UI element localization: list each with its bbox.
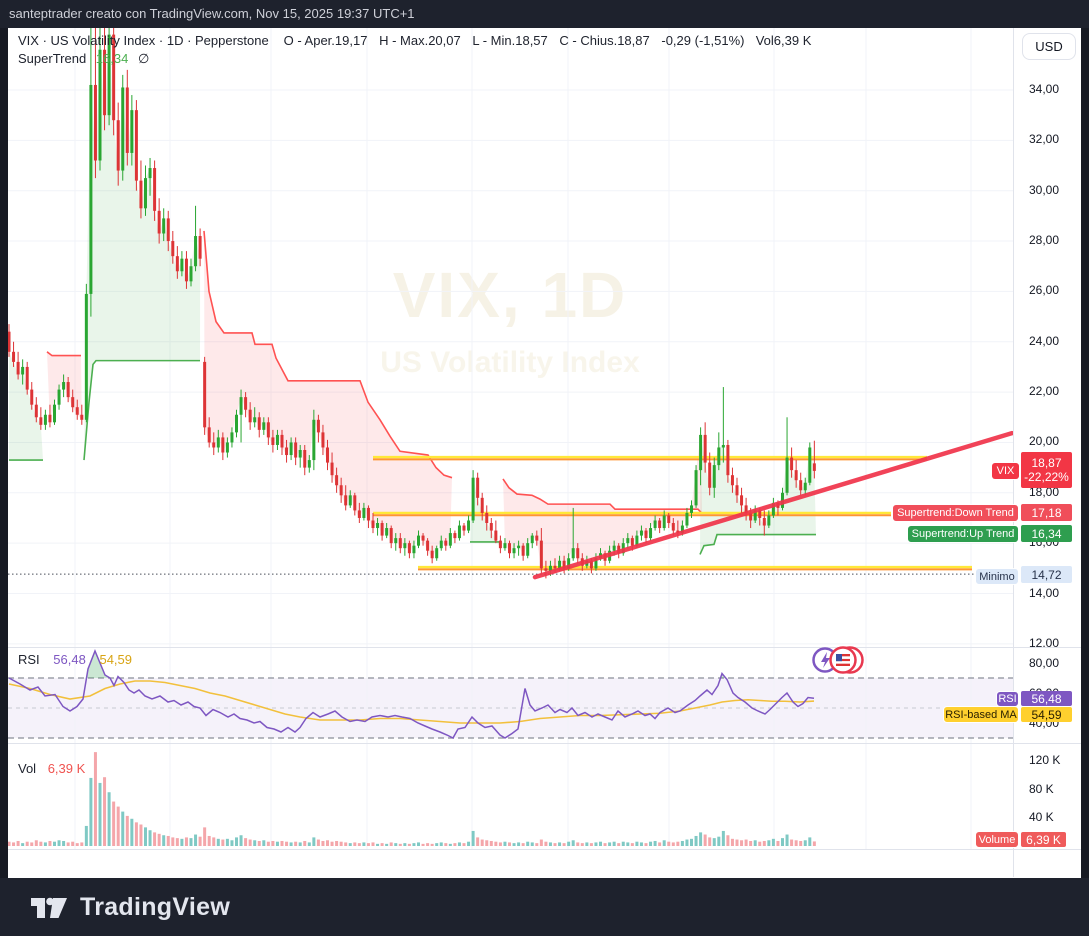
rsi-legend[interactable]: RSI 56,48 54,59 [18, 652, 132, 667]
supertrend-value: 16,34 [95, 51, 129, 66]
price-axis-label: 30,00 [1029, 182, 1060, 197]
price-axis-label: 24,00 [1029, 333, 1060, 348]
tradingview-logo-icon [31, 897, 67, 918]
supertrend-up-label: Supertrend:Up Trend [908, 526, 1018, 542]
ohlc-close-label: C - Chius. [559, 33, 618, 48]
price-axis-label: 22,00 [1029, 384, 1060, 399]
volume-value: 6,39 K [773, 33, 812, 48]
currency-label: USD [1035, 39, 1063, 54]
volume-axis-label: 120 K [1029, 753, 1061, 767]
vix-series-label: VIX [992, 463, 1019, 479]
rsi-pane[interactable] [8, 647, 1013, 743]
supertrend-down-label: Supertrend:Down Trend [893, 505, 1018, 521]
minimo-label: Minimo [976, 569, 1018, 584]
volume-label: Vol [755, 33, 774, 48]
rsi-badge: RSI [997, 692, 1018, 706]
price-axis-label: 34,00 [1029, 82, 1060, 96]
event-markers[interactable] [806, 637, 876, 683]
supertrend-empty-value: ∅ [137, 51, 150, 66]
rsi-title[interactable]: RSI [18, 652, 40, 667]
supertrend-title[interactable]: SuperTrend [18, 51, 87, 66]
ohlc-high-value: 20,07 [428, 33, 461, 48]
rsi-axis-label: 80,00 [1029, 656, 1060, 670]
ohlc-low-value: 18,57 [515, 33, 548, 48]
symbol-title[interactable]: VIX · US Volatility Index · 1D · Peppers… [18, 33, 269, 48]
price-axis-label: 26,00 [1029, 283, 1060, 298]
symbol-legend[interactable]: VIX · US Volatility Index · 1D · Peppers… [18, 33, 811, 48]
ohlc-close-value: 18,87 [617, 33, 650, 48]
minimo-value: 14,72 [1021, 566, 1072, 583]
rsi-pane-separator[interactable] [8, 647, 1081, 648]
time-axis-separator [8, 849, 1081, 850]
supertrend-legend[interactable]: SuperTrend 16,34 ∅ [18, 51, 149, 67]
volume-pane-separator[interactable] [8, 743, 1081, 744]
price-axis-label: 14,00 [1029, 585, 1060, 600]
vix-price-box: 18,87 -22,22% [1021, 452, 1072, 488]
ohlc-open-label: O - Aper. [283, 33, 335, 48]
volume-pane[interactable] [8, 743, 1013, 849]
rsi-ma-value: 54,59 [99, 652, 133, 667]
supertrend-up-value: 16,34 [1021, 525, 1072, 542]
volume-value: 6,39 K [1021, 832, 1066, 847]
vol-title[interactable]: Vol [18, 761, 37, 776]
supertrend-down-value: 17,18 [1021, 504, 1072, 521]
rsi-ma-badge: RSI-based MA [944, 707, 1018, 722]
attribution-text: santeptrader creato con TradingView.com,… [9, 6, 415, 21]
currency-button[interactable]: USD [1022, 33, 1076, 60]
attribution-bar: santeptrader creato con TradingView.com,… [0, 0, 1089, 28]
ohlc-low-label: L - Min. [472, 33, 516, 48]
ohlc-open-value: 19,17 [334, 33, 368, 48]
price-axis-label: 28,00 [1029, 233, 1060, 248]
tradingview-wordmark: TradingView [80, 892, 231, 921]
price-axis-label: 32,00 [1029, 132, 1060, 147]
volume-axis-label: 80 K [1029, 781, 1054, 796]
price-scale-separator [1013, 28, 1014, 877]
ohlc-high-label: H - Max. [379, 33, 429, 48]
rsi-ma-value: 54,59 [1021, 707, 1072, 722]
price-axis-label: 12.00 [1029, 635, 1060, 650]
rsi-value: 56,48 [53, 652, 86, 667]
price-axis-label: 20,00 [1029, 434, 1060, 449]
volume-axis-label: 40 K [1029, 810, 1054, 825]
volume-badge: Volume [976, 832, 1018, 847]
rsi-value: 56,48 [1021, 691, 1072, 706]
vol-value: 6,39 K [47, 761, 86, 776]
price-pane[interactable] [8, 28, 1013, 647]
volume-legend[interactable]: Vol 6,39 K [18, 761, 85, 776]
price-axis-label: 18,00 [1029, 484, 1060, 499]
change-value: -0,29 (-1,51%) [661, 33, 745, 48]
footer-bar: TradingView [0, 878, 1089, 936]
chart-card: VIX, 1D US Volatility Index VIX · US Vol… [8, 28, 1081, 897]
